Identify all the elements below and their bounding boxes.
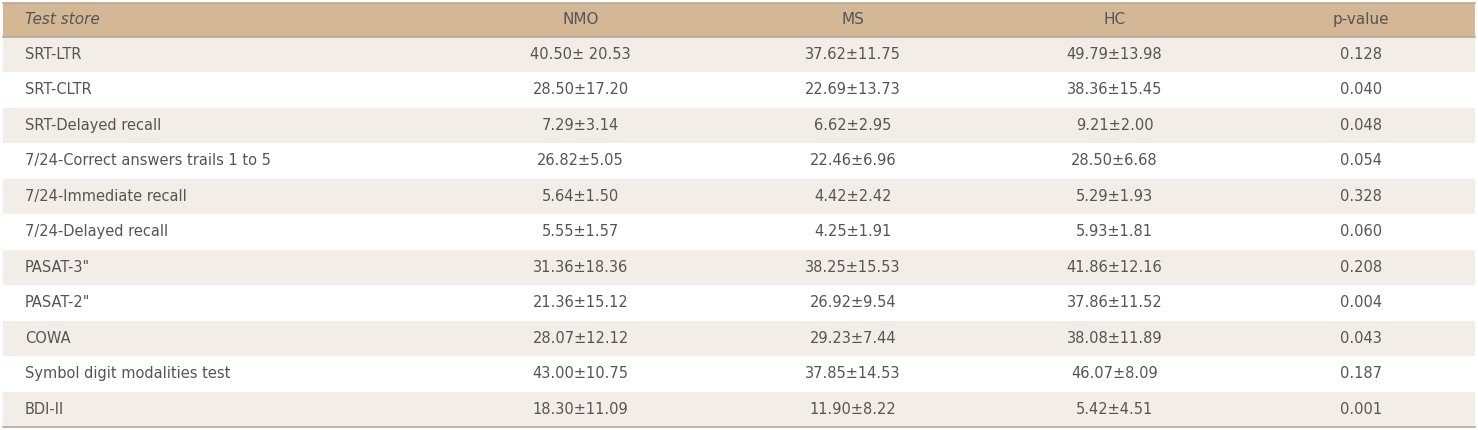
Text: PASAT-2": PASAT-2" (25, 295, 90, 310)
Bar (3, 108, 1475, 143)
Text: MS: MS (841, 12, 865, 27)
Text: 9.21±2.00: 9.21±2.00 (1076, 118, 1153, 133)
Text: 0.040: 0.040 (1341, 83, 1382, 98)
Text: 0.048: 0.048 (1341, 118, 1382, 133)
Text: 38.36±15.45: 38.36±15.45 (1067, 83, 1162, 98)
Text: 21.36±15.12: 21.36±15.12 (534, 295, 628, 310)
Text: 40.50± 20.53: 40.50± 20.53 (531, 47, 631, 62)
Text: 38.08±11.89: 38.08±11.89 (1067, 331, 1162, 346)
Text: 0.054: 0.054 (1341, 154, 1382, 169)
Text: SRT-Delayed recall: SRT-Delayed recall (25, 118, 161, 133)
Text: 7/24-Immediate recall: 7/24-Immediate recall (25, 189, 186, 204)
Text: 28.07±12.12: 28.07±12.12 (532, 331, 628, 346)
Text: 7/24-Delayed recall: 7/24-Delayed recall (25, 224, 168, 240)
Bar (3, 214, 1475, 250)
Text: HC: HC (1104, 12, 1126, 27)
Text: 38.25±15.53: 38.25±15.53 (806, 260, 902, 275)
Text: 0.208: 0.208 (1341, 260, 1382, 275)
Text: 18.30±11.09: 18.30±11.09 (534, 402, 628, 417)
Text: 6.62±2.95: 6.62±2.95 (814, 118, 891, 133)
Bar (3, 179, 1475, 214)
Text: 37.62±11.75: 37.62±11.75 (806, 47, 902, 62)
Text: Test store: Test store (25, 12, 99, 27)
Text: 5.29±1.93: 5.29±1.93 (1076, 189, 1153, 204)
Text: 5.55±1.57: 5.55±1.57 (542, 224, 619, 240)
Text: 28.50±17.20: 28.50±17.20 (532, 83, 628, 98)
Text: 26.82±5.05: 26.82±5.05 (538, 154, 624, 169)
Text: SRT-LTR: SRT-LTR (25, 47, 81, 62)
Text: 11.90±8.22: 11.90±8.22 (810, 402, 897, 417)
Bar (3, 356, 1475, 392)
Text: 46.07±8.09: 46.07±8.09 (1072, 366, 1157, 381)
Text: 5.64±1.50: 5.64±1.50 (542, 189, 619, 204)
Text: 4.42±2.42: 4.42±2.42 (814, 189, 891, 204)
Text: p-value: p-value (1333, 12, 1389, 27)
Bar (3, 143, 1475, 179)
Text: 7.29±3.14: 7.29±3.14 (542, 118, 619, 133)
Text: 49.79±13.98: 49.79±13.98 (1067, 47, 1162, 62)
Bar (3, 321, 1475, 356)
Bar (3, 37, 1475, 72)
Text: PASAT-3": PASAT-3" (25, 260, 90, 275)
Text: 22.69±13.73: 22.69±13.73 (806, 83, 902, 98)
Bar (3, 250, 1475, 285)
Text: 31.36±18.36: 31.36±18.36 (534, 260, 628, 275)
Text: 37.85±14.53: 37.85±14.53 (806, 366, 902, 381)
Text: 4.25±1.91: 4.25±1.91 (814, 224, 891, 240)
Text: 37.86±11.52: 37.86±11.52 (1067, 295, 1162, 310)
Text: 26.92±9.54: 26.92±9.54 (810, 295, 897, 310)
Text: 5.42±4.51: 5.42±4.51 (1076, 402, 1153, 417)
Bar (3, 392, 1475, 427)
Text: 0.060: 0.060 (1341, 224, 1382, 240)
Text: SRT-CLTR: SRT-CLTR (25, 83, 92, 98)
Text: 0.001: 0.001 (1341, 402, 1382, 417)
Text: 0.328: 0.328 (1341, 189, 1382, 204)
Bar (3, 3, 1475, 37)
Text: 0.043: 0.043 (1341, 331, 1382, 346)
Text: NMO: NMO (563, 12, 599, 27)
Bar (3, 285, 1475, 321)
Text: COWA: COWA (25, 331, 71, 346)
Text: Symbol digit modalities test: Symbol digit modalities test (25, 366, 231, 381)
Text: 0.004: 0.004 (1341, 295, 1382, 310)
Text: 0.128: 0.128 (1341, 47, 1382, 62)
Text: 41.86±12.16: 41.86±12.16 (1067, 260, 1162, 275)
Bar (3, 72, 1475, 108)
Text: 43.00±10.75: 43.00±10.75 (532, 366, 628, 381)
Text: BDI-II: BDI-II (25, 402, 64, 417)
Text: 7/24-Correct answers trails 1 to 5: 7/24-Correct answers trails 1 to 5 (25, 154, 270, 169)
Text: 29.23±7.44: 29.23±7.44 (810, 331, 897, 346)
Text: 22.46±6.96: 22.46±6.96 (810, 154, 897, 169)
Text: 0.187: 0.187 (1341, 366, 1382, 381)
Text: 28.50±6.68: 28.50±6.68 (1072, 154, 1157, 169)
Text: 5.93±1.81: 5.93±1.81 (1076, 224, 1153, 240)
